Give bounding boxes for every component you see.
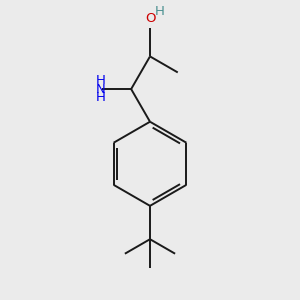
Text: H: H: [95, 91, 105, 104]
Text: O: O: [145, 12, 155, 25]
Text: H: H: [154, 5, 164, 18]
Text: H: H: [95, 74, 105, 87]
Text: N: N: [95, 82, 105, 96]
